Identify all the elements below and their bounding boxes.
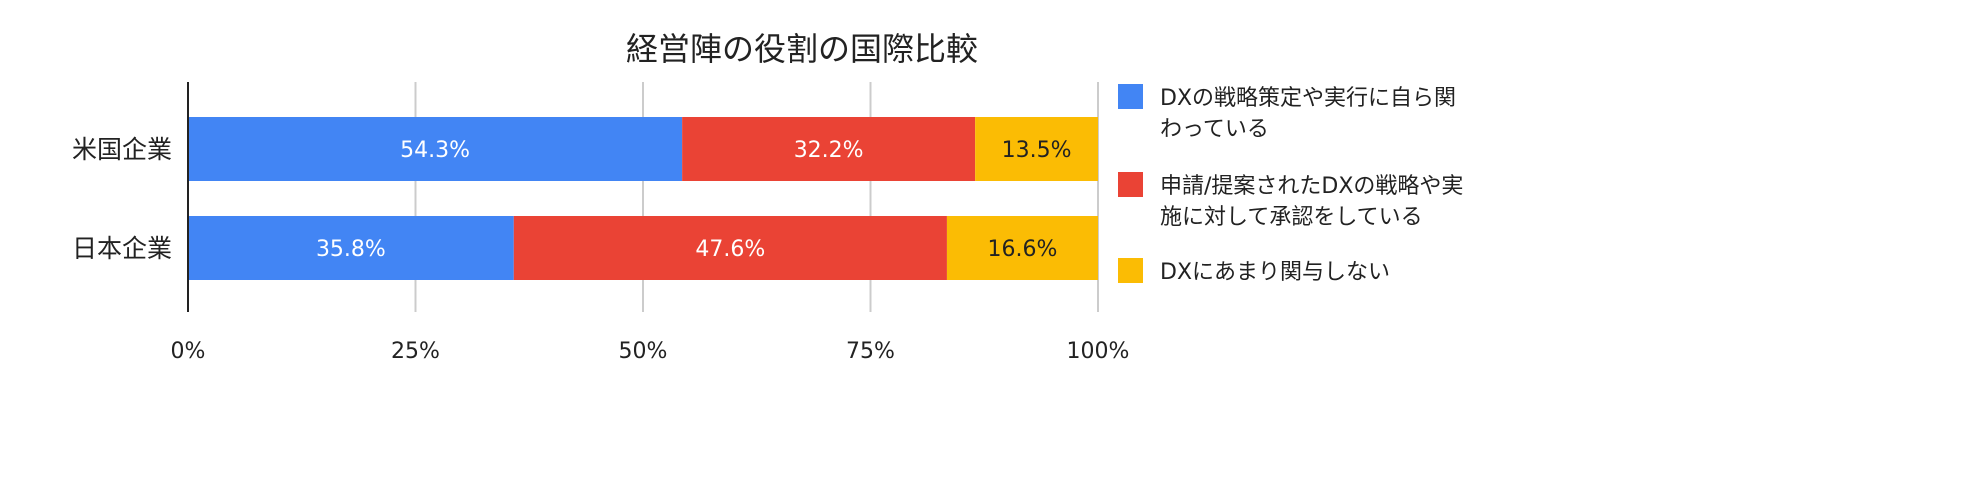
chart-title: 経営陣の役割の国際比較: [626, 30, 978, 68]
bar-segment: [946, 216, 1098, 280]
data-label: 32.2%: [794, 138, 864, 163]
legend-label: 申請/提案されたDXの戦略や実: [1160, 174, 1463, 199]
x-tick-label: 25%: [391, 339, 440, 364]
data-label: 47.6%: [695, 237, 765, 262]
bar-segment: [188, 216, 514, 280]
legend-swatch: [1118, 84, 1143, 109]
data-label: 13.5%: [1002, 138, 1072, 163]
legend-swatch: [1118, 172, 1143, 197]
bar-segment: [513, 216, 947, 280]
legend-label: DXの戦略策定や実行に自ら関: [1160, 86, 1456, 111]
legend-label: 施に対して承認をしている: [1160, 205, 1423, 230]
legend-label: DXにあまり関与しない: [1160, 260, 1390, 285]
chart: 経営陣の役割の国際比較 54.3% 32.2% 13.5% 35.8% 47.6% 16.…: [72, 30, 1463, 364]
bar-segment: [975, 117, 1098, 181]
bar-segment: [682, 117, 976, 181]
category-label: 米国企業: [72, 135, 172, 164]
category-label: 日本企業: [72, 234, 172, 263]
x-tick-label: 50%: [619, 339, 668, 364]
x-tick-label: 75%: [846, 339, 895, 364]
x-tick-label: 100%: [1067, 339, 1130, 364]
data-label: 16.6%: [988, 237, 1058, 262]
x-tick-label: 0%: [171, 339, 206, 364]
bar-segment: [188, 117, 683, 181]
legend-swatch: [1118, 258, 1143, 283]
legend-label: わっている: [1160, 117, 1269, 142]
data-label: 35.8%: [316, 237, 386, 262]
data-label: 54.3%: [400, 138, 470, 163]
